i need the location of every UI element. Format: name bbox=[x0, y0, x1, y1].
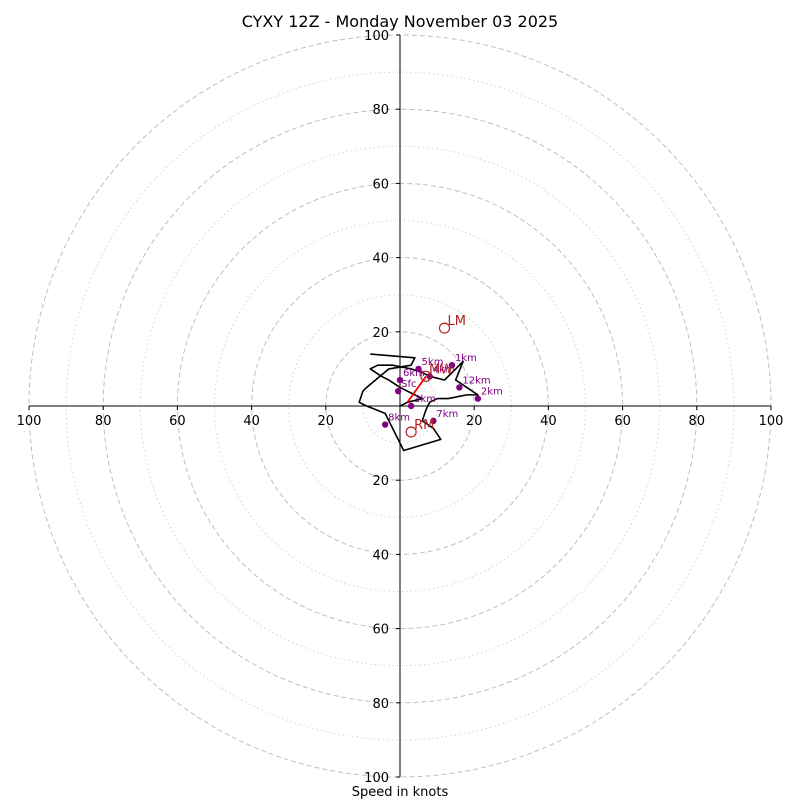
height-marker-label: 5km bbox=[422, 357, 444, 368]
storm-motion-point bbox=[420, 370, 432, 382]
y-tick-label: 60 bbox=[372, 623, 389, 638]
y-tick-label: 20 bbox=[372, 326, 389, 341]
storm-motion-point bbox=[405, 426, 417, 438]
y-tick-label: 40 bbox=[372, 548, 389, 563]
height-marker-point bbox=[430, 417, 437, 425]
storm-motion-label: LM bbox=[448, 314, 466, 329]
height-marker-label: 6km bbox=[403, 368, 425, 379]
height-marker-label: 8km bbox=[388, 413, 410, 424]
x-tick-label: 100 bbox=[17, 414, 42, 429]
storm-motion-point bbox=[438, 322, 451, 334]
height-marker-label: 1km bbox=[455, 353, 477, 364]
height-marker-label: Sfc bbox=[401, 379, 416, 390]
x-tick-label: 80 bbox=[95, 414, 112, 429]
height-marker-point bbox=[415, 365, 422, 373]
storm-motion-label: RM bbox=[414, 418, 434, 433]
x-tick-label: 20 bbox=[318, 414, 335, 429]
x-tick-label: 20 bbox=[466, 414, 483, 429]
x-tick-label: 60 bbox=[169, 414, 186, 429]
x-tick-label: 40 bbox=[540, 414, 557, 429]
height-marker-point bbox=[474, 395, 482, 402]
height-marker-point bbox=[407, 402, 415, 410]
height-marker-label: 3km bbox=[414, 394, 436, 405]
height-marker-point bbox=[394, 387, 402, 395]
height-marker-label: 4km bbox=[433, 364, 455, 375]
y-tick-label: 100 bbox=[364, 29, 389, 44]
height-marker-point bbox=[381, 421, 389, 428]
hodograph-trace bbox=[358, 353, 479, 452]
height-marker-point bbox=[456, 384, 463, 391]
y-tick-label: 60 bbox=[372, 177, 389, 192]
height-marker-label: 12km bbox=[462, 375, 490, 386]
x-tick-label: 100 bbox=[759, 414, 784, 429]
x-tick-label: 60 bbox=[614, 414, 631, 429]
y-tick-label: 40 bbox=[372, 252, 389, 267]
storm-motion-label: MW bbox=[429, 362, 453, 377]
tick-labels: 100 80 60 40 20 20 40 60 80 100 100 80 60 40 20 20 40 60 8… bbox=[17, 29, 784, 786]
y-tick-label: 80 bbox=[372, 697, 389, 712]
x-axis-label: Speed in knots bbox=[352, 785, 449, 800]
chart-title: CYXY 12Z - Monday November 03 2025 bbox=[242, 12, 558, 31]
height-marker-point bbox=[396, 376, 404, 384]
x-tick-label: 80 bbox=[689, 414, 706, 429]
storm-motions: LM RM MW bbox=[405, 314, 466, 438]
y-tick-label: 20 bbox=[372, 474, 389, 489]
height-marker-point bbox=[448, 361, 456, 369]
x-tick-label: 40 bbox=[243, 414, 260, 429]
y-tick-label: 100 bbox=[364, 771, 389, 786]
y-tick-label: 80 bbox=[372, 103, 389, 118]
height-marker-label: 7km bbox=[436, 409, 458, 420]
height-marker-label: 2km bbox=[481, 387, 503, 398]
